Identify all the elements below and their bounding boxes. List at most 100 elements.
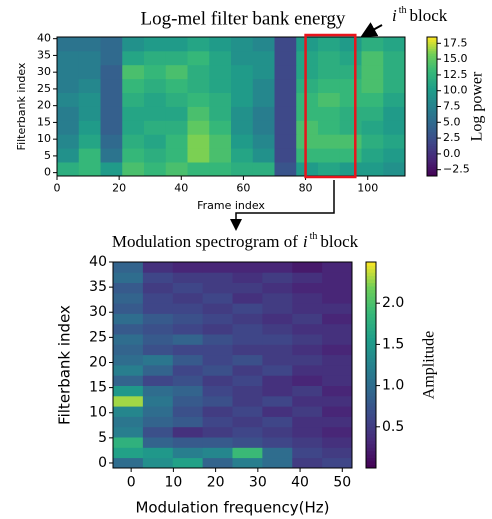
heatmap-cell: [113, 395, 144, 407]
y-tick-label: 10: [37, 132, 51, 145]
colorbar-step: [366, 437, 376, 441]
colorbar-step: [366, 303, 376, 308]
colorbar-step: [427, 69, 437, 73]
heatmap-cell: [322, 385, 353, 397]
heatmap-cell: [202, 272, 233, 283]
heatmap-cell: [144, 37, 167, 52]
heatmap-cell: [142, 406, 174, 417]
x-axis-label: Frame index: [197, 199, 265, 212]
heatmap-cell: [322, 426, 353, 438]
heatmap-cell: [292, 406, 323, 417]
heatmap-cell: [292, 354, 323, 366]
y-tick-label: 40: [37, 32, 51, 45]
colorbar-step: [427, 120, 437, 124]
colorbar-step: [427, 83, 437, 87]
heatmap-cell: [339, 37, 362, 52]
heatmap-cell: [100, 134, 123, 149]
heatmap-cell: [232, 262, 263, 273]
heatmap-cell: [202, 426, 233, 438]
colorbar-step: [366, 262, 376, 266]
y-tick-label: 15: [37, 115, 51, 128]
heatmap-cell: [142, 365, 174, 376]
colorbar-tick-label: 1.5: [382, 336, 404, 352]
heatmap-cell: [361, 148, 384, 163]
colorbar-step: [366, 347, 376, 352]
connector-arrow: [230, 180, 335, 231]
heatmap-cell: [232, 385, 263, 397]
heatmap-cell: [144, 78, 167, 93]
heatmap-cell: [322, 313, 353, 325]
heatmap-cell: [113, 292, 144, 304]
colorbar-step: [427, 171, 437, 175]
colorbar-step: [366, 461, 376, 465]
heatmap-cell: [232, 447, 263, 459]
heatmap-cell: [78, 162, 101, 177]
colorbar-step: [427, 94, 437, 98]
heatmap-cell: [274, 106, 297, 121]
heatmap-cell: [274, 162, 297, 177]
colorbar-step: [427, 131, 437, 135]
heatmap-cell: [142, 457, 174, 469]
heatmap-cell: [296, 148, 319, 163]
heatmap-cell: [142, 437, 174, 448]
heatmap-cell: [202, 385, 233, 397]
colorbar-step: [366, 282, 376, 287]
heatmap-cell: [100, 92, 123, 107]
heatmap-cell: [172, 375, 204, 386]
heatmap-cell: [274, 92, 297, 107]
y-tick-label: 40: [89, 254, 107, 270]
colorbar-step: [427, 169, 437, 172]
heatmap-cell: [202, 262, 233, 273]
colorbar-step: [427, 62, 437, 66]
heatmap-cell: [274, 134, 297, 149]
heatmap-cell: [187, 120, 210, 135]
heatmap-cell: [165, 134, 188, 149]
heatmap-cell: [142, 323, 174, 335]
colorbar-step: [427, 113, 437, 117]
heatmap-cell: [78, 106, 101, 121]
heatmap-cell: [252, 134, 275, 149]
colorbar-step: [427, 81, 437, 84]
heatmap-cell: [292, 395, 323, 407]
heatmap-cell: [209, 37, 232, 52]
heatmap-cell: [113, 323, 144, 335]
heatmap-cell: [231, 64, 254, 80]
heatmap-cell: [165, 37, 188, 52]
y-tick-label: 0: [98, 455, 107, 471]
heatmap-cell: [113, 303, 144, 314]
heatmap-cell: [202, 365, 233, 376]
colorbar-step: [427, 55, 437, 59]
colorbar-step: [366, 375, 376, 380]
heatmap-cell: [322, 457, 353, 469]
colorbar-step: [427, 46, 437, 49]
chart-title: Modulation spectrogram of i th block: [112, 231, 359, 251]
heatmap-cell: [232, 272, 263, 283]
heatmap-cell: [262, 447, 293, 459]
heatmap-cell: [361, 106, 384, 121]
colorbar-step: [427, 141, 437, 144]
title-superscript: th: [310, 231, 318, 242]
heatmap-cell: [209, 78, 232, 93]
heatmap-cell: [57, 148, 80, 163]
x-tick-label: 20: [112, 182, 126, 195]
heatmap-cell: [292, 375, 323, 386]
x-tick-label: 20: [207, 474, 225, 490]
heatmap-cell: [318, 120, 341, 135]
colorbar-tick-label: 0.5: [382, 419, 404, 435]
y-tick-label: 30: [89, 304, 107, 320]
heatmap-cell: [165, 64, 188, 80]
colorbar-step: [366, 316, 376, 321]
y-axis-label: Filterbank index: [15, 62, 28, 150]
heatmap-cell: [165, 50, 188, 66]
heatmap-cell: [292, 334, 323, 345]
heatmap-cell: [322, 334, 353, 345]
heatmap-cell: [78, 37, 101, 52]
heatmap-cell: [339, 50, 362, 66]
heatmap-cell: [202, 303, 233, 314]
colorbar-step: [366, 313, 376, 318]
heatmap-cell: [165, 120, 188, 135]
heatmap-cell: [339, 106, 362, 121]
heatmap-cell: [144, 162, 167, 177]
heatmap-cell: [322, 365, 353, 376]
heatmap-cell: [274, 37, 297, 52]
